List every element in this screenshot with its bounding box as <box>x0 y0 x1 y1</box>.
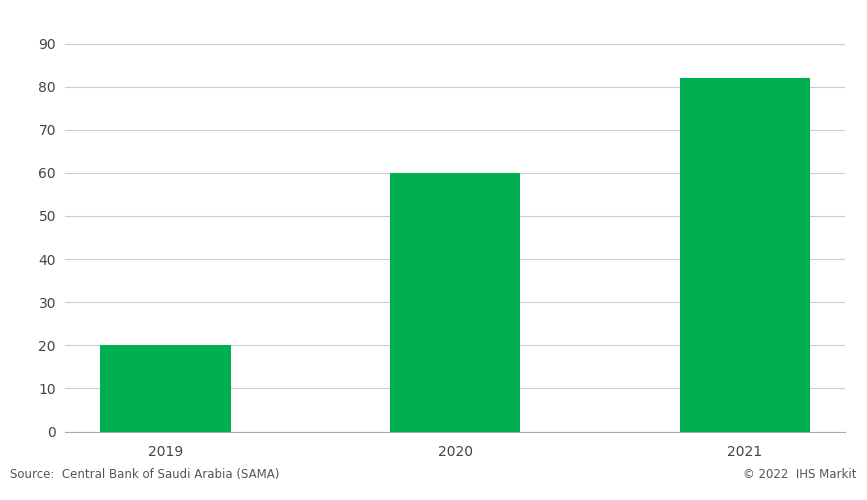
Text: Fintech companies active in Saudi Arabia: Fintech companies active in Saudi Arabia <box>10 12 428 30</box>
Bar <box>390 173 520 432</box>
Text: © 2022  IHS Markit: © 2022 IHS Markit <box>743 468 857 480</box>
Bar <box>680 78 810 432</box>
Text: Source:  Central Bank of Saudi Arabia (SAMA): Source: Central Bank of Saudi Arabia (SA… <box>10 468 280 480</box>
Bar <box>101 346 231 432</box>
